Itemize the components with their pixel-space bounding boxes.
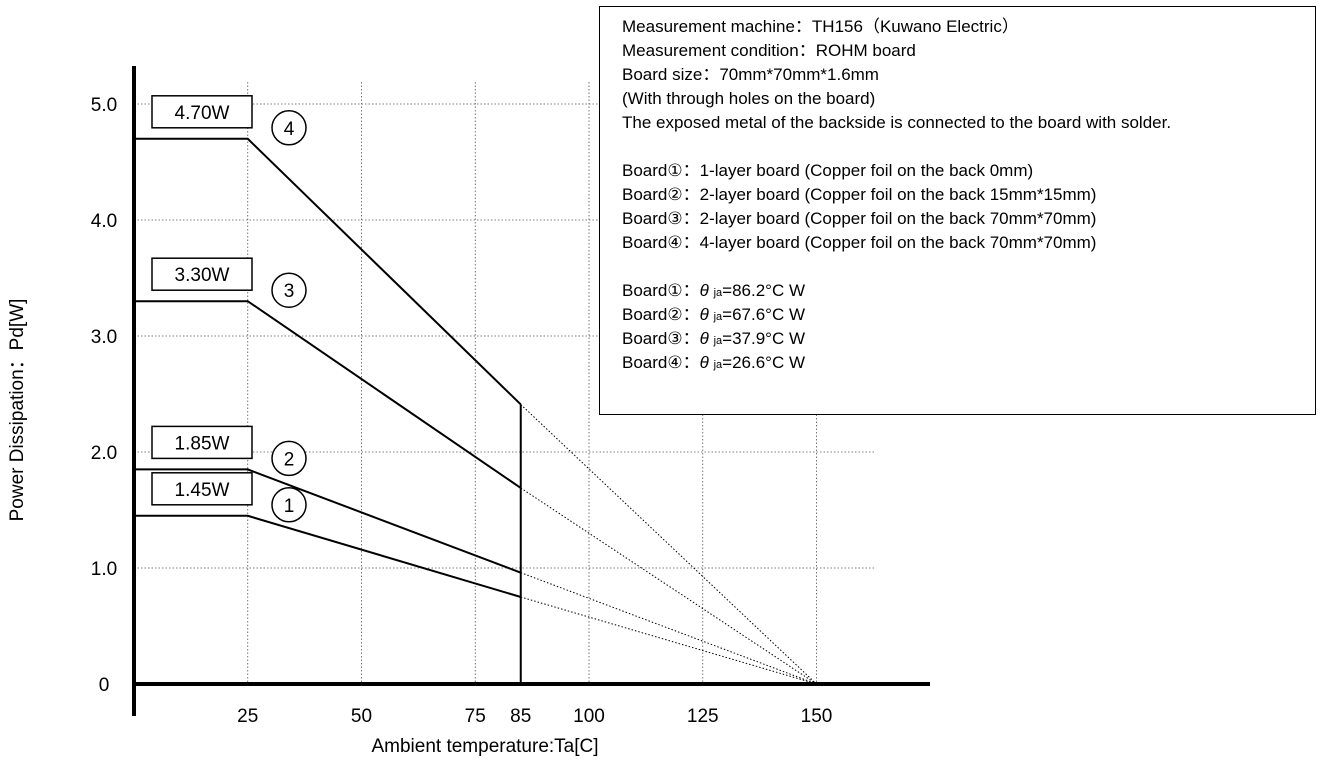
series-line-1	[134, 514, 522, 598]
tick-labels: 0 1.0 2.0 3.0 4.0 5.0 25 50 75 85 100 125 150	[91, 95, 833, 727]
thermal-resistance-row: Board④：θ ja=26.6°C W	[622, 353, 805, 372]
info-line: Board size：70mm*70mm*1.6mm	[622, 65, 879, 84]
thermal-resistance-row: Board②：θ ja=67.6°C W	[622, 305, 805, 324]
y-tick-label: 3.0	[91, 327, 117, 348]
series-marker-circle	[271, 110, 307, 146]
extrapolation-lines	[520, 404, 817, 685]
board-description: Board②：2-layer board (Copper foil on the…	[622, 185, 1097, 204]
y-tick-label: 5.0	[91, 95, 117, 116]
board-description: Board④：4-layer board (Copper foil on the…	[622, 233, 1097, 252]
series-marker-label: 4	[284, 119, 295, 140]
x-tick-label: 100	[573, 706, 605, 727]
y-axis-label: Power Dissipation：Pd[W]	[7, 299, 28, 522]
info-line: (With through holes on the board)	[622, 89, 876, 108]
x-tick-label: 125	[687, 706, 719, 727]
series-marker-circle	[271, 487, 307, 523]
axes	[132, 66, 930, 716]
y-tick-label: 0	[99, 675, 110, 696]
rated-labels: 1.45W 1.85W 3.30W 4.70W	[151, 95, 253, 506]
rated-value-label: 1.85W	[175, 433, 230, 454]
extrapolation-line-3	[520, 487, 817, 685]
x-tick-label: 85	[510, 706, 531, 727]
rated-value-label: 4.70W	[175, 103, 230, 124]
series-marker-label: 3	[284, 281, 295, 302]
series-lines	[134, 137, 522, 598]
board-description: Board①：1-layer board (Copper foil on the…	[622, 161, 1034, 180]
x-axis-label: Ambient temperature:Ta[C]	[371, 736, 598, 757]
rated-value-label: 1.45W	[175, 480, 230, 501]
thermal-resistance-row: Board③：θ ja=37.9°C W	[622, 329, 805, 348]
y-tick-label: 4.0	[91, 211, 117, 232]
extrapolation-line-4	[520, 404, 817, 685]
series-line-3	[134, 300, 522, 489]
rated-value-box	[151, 472, 253, 506]
x-tick-label: 50	[351, 706, 372, 727]
series-marker-label: 2	[284, 449, 295, 470]
info-line: Measurement condition：ROHM board	[622, 41, 916, 60]
x-tick-label: 150	[801, 706, 833, 727]
rated-value-box	[151, 425, 253, 460]
extrapolation-line-1	[520, 596, 817, 685]
board-description: Board③：2-layer board (Copper foil on the…	[622, 209, 1097, 228]
rated-value-box	[151, 95, 253, 129]
info-line: The exposed metal of the backside is con…	[622, 113, 1172, 132]
series-marker-label: 1	[284, 496, 295, 517]
series-line-2	[134, 468, 522, 574]
rated-value-label: 3.30W	[175, 265, 230, 286]
x-tick-label: 25	[237, 706, 258, 727]
series-marker-circle	[271, 272, 307, 308]
series-line-4	[134, 137, 522, 406]
measurement-info-box: Measurement machine：TH156（Kuwano Electri…	[599, 6, 1316, 415]
thermal-resistance-row: Board①：θ ja=86.2°C W	[622, 281, 805, 300]
x-tick-label: 75	[465, 706, 486, 727]
y-tick-label: 1.0	[91, 559, 117, 580]
series-marker-circle	[271, 440, 307, 477]
extrapolation-line-2	[520, 572, 817, 685]
y-tick-label: 2.0	[91, 443, 117, 464]
rated-value-box	[151, 257, 253, 291]
series-markers: 1 2 3 4	[271, 110, 307, 523]
info-line: Measurement machine：TH156（Kuwano Electri…	[622, 17, 1019, 36]
